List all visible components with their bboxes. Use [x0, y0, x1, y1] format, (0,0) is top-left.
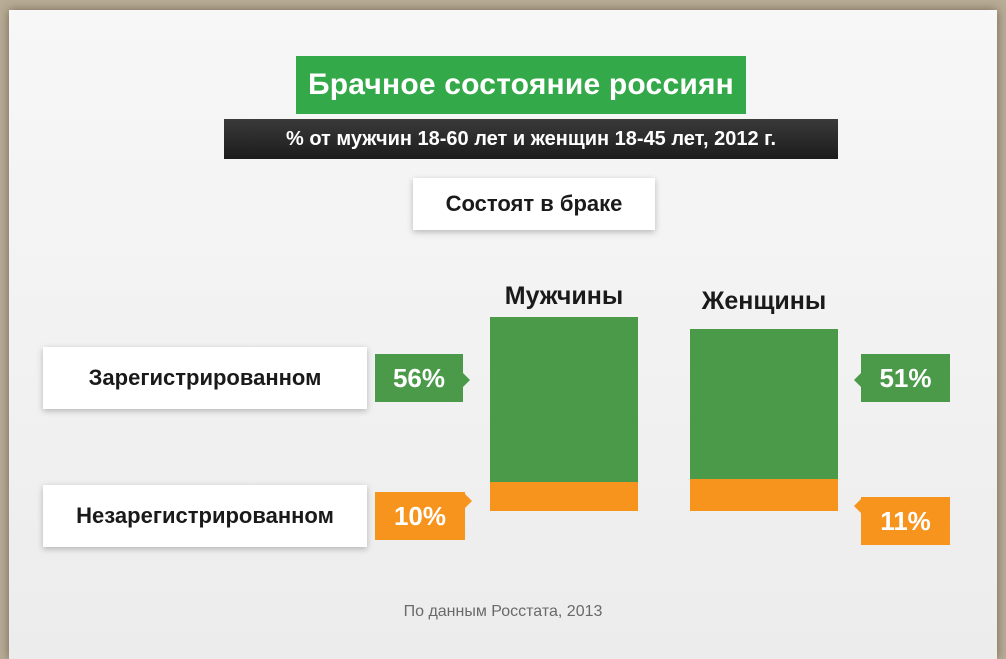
value-pointer	[465, 494, 472, 508]
bar-segment-registered	[690, 328, 838, 479]
category-label: Мужчины	[504, 282, 624, 310]
value-label: 11%	[854, 497, 950, 545]
stacked-bar	[490, 317, 638, 511]
value-text: 11%	[880, 505, 931, 536]
series-label: Незарегистрированном	[43, 485, 367, 547]
chart-subtitle: % от мужчин 18-60 лет и женщин 18-45 лет…	[224, 119, 838, 159]
value-text: 10%	[393, 500, 447, 531]
value-label: 10%	[375, 492, 472, 540]
value-text: 56%	[392, 362, 446, 393]
value-pointer	[854, 373, 861, 387]
value-pointer	[463, 373, 470, 387]
stacked-bar	[690, 328, 838, 511]
bar-segment-unregistered	[490, 481, 638, 511]
section-label: Состоят в браке	[413, 178, 655, 230]
chart-title: Брачное состояние россиян	[296, 56, 746, 114]
category-label: Женщины	[701, 287, 827, 315]
bar-segment-unregistered	[690, 478, 838, 511]
series-label: Зарегистрированном	[43, 347, 367, 409]
source-note: По данным Росстата, 2013	[403, 603, 603, 620]
bar-segment-registered	[490, 317, 638, 482]
value-pointer	[854, 499, 861, 513]
value-label: 51%	[854, 354, 950, 402]
value-label: 56%	[375, 354, 470, 402]
value-text: 51%	[879, 362, 932, 393]
